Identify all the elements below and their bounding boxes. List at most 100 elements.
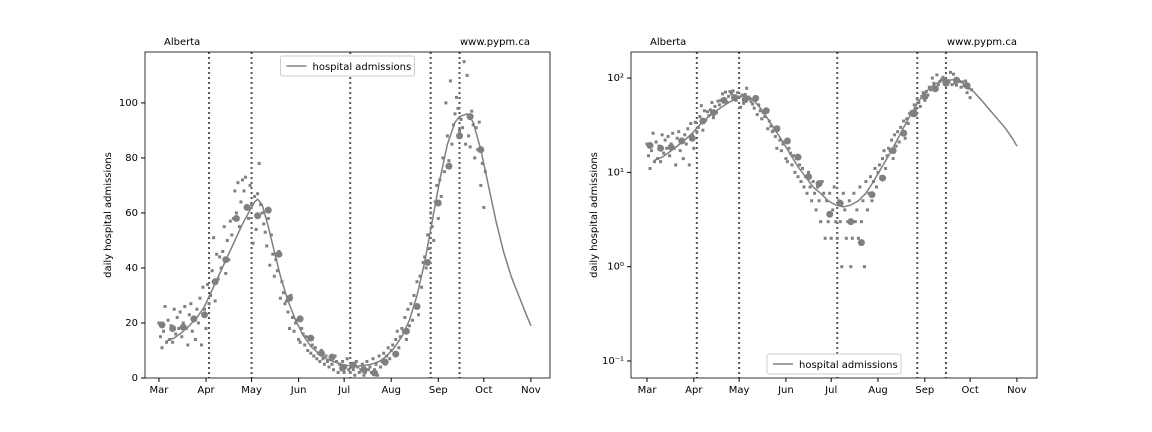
daily-point [158, 335, 162, 339]
daily-point [189, 302, 193, 306]
daily-point [180, 335, 184, 339]
daily-point [802, 185, 806, 189]
daily-point [929, 88, 933, 92]
daily-point [899, 125, 903, 129]
daily-point [271, 252, 275, 256]
daily-point [195, 307, 199, 311]
x-tick-label: Oct [475, 385, 492, 396]
daily-point [711, 116, 715, 120]
daily-point [177, 326, 181, 330]
daily-point [813, 191, 817, 195]
daily-point [701, 128, 705, 132]
daily-point [348, 370, 352, 374]
daily-point [769, 124, 773, 128]
daily-point [474, 126, 478, 130]
daily-point [861, 199, 865, 203]
daily-point [342, 370, 346, 374]
daily-point [671, 131, 675, 135]
x-tick-label: Sep [915, 385, 934, 396]
daily-point [832, 185, 836, 189]
model-line [654, 78, 1018, 208]
daily-point [181, 321, 185, 325]
daily-point [171, 340, 175, 344]
axes-frame [630, 51, 1038, 379]
daily-point [206, 282, 210, 286]
daily-point [686, 127, 690, 131]
daily-point [388, 357, 392, 361]
daily-point [284, 299, 288, 303]
weekly-point [847, 218, 855, 226]
daily-point [204, 326, 208, 330]
daily-point [677, 130, 681, 134]
daily-point [420, 285, 424, 289]
daily-point [268, 263, 272, 267]
weekly-point [232, 214, 240, 222]
daily-point [479, 183, 483, 187]
daily-point [950, 83, 954, 87]
daily-point [749, 100, 753, 104]
daily-point [758, 109, 762, 113]
daily-point [429, 211, 433, 215]
daily-point [890, 138, 894, 142]
daily-point [356, 365, 360, 369]
daily-point [230, 233, 234, 237]
daily-point [775, 146, 779, 150]
daily-point [763, 115, 767, 119]
daily-point [190, 329, 194, 333]
daily-point [964, 79, 968, 83]
daily-point [838, 220, 842, 224]
daily-point [713, 104, 717, 108]
daily-point [687, 163, 691, 167]
daily-point [893, 133, 897, 137]
weekly-point [688, 134, 696, 142]
daily-point [826, 220, 830, 224]
daily-point [332, 368, 336, 372]
daily-point [930, 76, 934, 80]
daily-point [468, 145, 472, 149]
daily-point [278, 296, 282, 300]
daily-point [902, 119, 906, 123]
weekly-point [456, 132, 464, 140]
legend-box [766, 353, 902, 375]
weekly-point [826, 210, 834, 218]
daily-point [272, 274, 276, 278]
y-tick-label: 10⁰ [607, 262, 624, 273]
daily-point [237, 225, 241, 229]
daily-point [201, 285, 205, 289]
weekly-point [646, 141, 654, 149]
daily-point [250, 203, 254, 207]
weekly-point [201, 311, 209, 319]
daily-point [918, 104, 922, 108]
daily-point [819, 220, 823, 224]
daily-point [941, 75, 945, 79]
daily-point [480, 161, 484, 165]
daily-point [730, 92, 734, 96]
legend-label: hospital admissions [313, 62, 412, 73]
daily-point [648, 166, 652, 170]
daily-point [467, 134, 471, 138]
daily-point [233, 189, 237, 193]
daily-point [444, 101, 448, 105]
daily-point [952, 72, 956, 76]
daily-point [829, 236, 833, 240]
weekly-point [857, 239, 865, 247]
daily-point [811, 180, 815, 184]
daily-point [757, 103, 761, 107]
daily-point [728, 90, 732, 94]
daily-point [959, 85, 963, 89]
daily-point [243, 175, 247, 179]
daily-point [936, 83, 940, 87]
daily-point [462, 60, 466, 64]
x-tick-label: Apr [685, 385, 703, 396]
y-axis-label: daily hospital admissions [103, 152, 114, 278]
daily-point [840, 265, 844, 269]
daily-point [805, 191, 809, 195]
daily-point [239, 200, 243, 204]
daily-point [335, 359, 339, 363]
daily-point [778, 138, 782, 142]
daily-point [882, 149, 886, 153]
daily-point [368, 365, 372, 369]
source-label: www.pypm.ca [947, 37, 1017, 48]
daily-point [766, 127, 770, 131]
daily-point [318, 359, 322, 363]
